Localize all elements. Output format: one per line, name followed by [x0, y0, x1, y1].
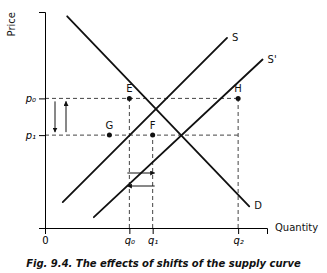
tick: p₀ — [25, 93, 45, 104]
tick-mark — [238, 228, 239, 234]
chart: 0 q₀ q₁ q₂ p₀ p₁ D S S' E F H G Quantity Price Fig. 9.4… — [0, 0, 327, 273]
tick-label: p₀ — [25, 93, 36, 104]
point — [236, 96, 241, 101]
point-label: F — [150, 120, 156, 131]
point — [150, 133, 155, 138]
point-label: G — [106, 120, 114, 131]
point-label: E — [126, 83, 132, 94]
tick: 0 — [42, 228, 48, 246]
tick-label: p₁ — [25, 130, 36, 141]
guide-line — [45, 98, 238, 99]
y-axis: p₀ p₁ — [25, 13, 46, 229]
curve — [63, 38, 227, 202]
guide-line — [45, 135, 238, 136]
arrow — [127, 173, 154, 174]
curve-label: S' — [268, 54, 277, 65]
curve-label: D — [254, 200, 262, 211]
axis-line — [39, 13, 46, 229]
point — [127, 96, 132, 101]
axis-line — [46, 229, 268, 235]
guide-line — [152, 135, 153, 228]
tick-label: q₂ — [233, 235, 243, 246]
x-axis-title: Quantity — [275, 222, 318, 233]
y-axis-title: Price — [6, 12, 17, 36]
tick-label: 0 — [42, 235, 48, 246]
curve — [67, 16, 249, 206]
guide-line — [129, 98, 130, 228]
arrow — [66, 101, 67, 132]
title: Fig. 9.4. The effects of shifts of the s… — [26, 258, 301, 269]
tick-mark — [39, 98, 45, 99]
tick: q₁ — [148, 228, 158, 246]
tick-mark — [153, 228, 154, 234]
tick: p₁ — [25, 130, 45, 141]
tick-mark — [129, 228, 130, 234]
tick-mark — [39, 135, 45, 136]
tick-label: q₀ — [125, 235, 135, 246]
plot: 0 q₀ q₁ q₂ p₀ p₁ D S S' E F H G Quantity Price — [6, 12, 318, 246]
tick: q₀ — [125, 228, 135, 246]
arrow — [55, 101, 56, 132]
curve — [94, 60, 263, 218]
point — [107, 133, 112, 138]
tick: q₂ — [233, 228, 243, 246]
marks — [45, 16, 263, 228]
curve-label: S — [232, 32, 238, 43]
point-label: H — [234, 83, 242, 94]
arrow — [127, 186, 154, 187]
guide-line — [238, 98, 239, 228]
x-axis: 0 q₀ q₁ q₂ — [42, 228, 267, 246]
tick-label: q₁ — [148, 235, 158, 246]
